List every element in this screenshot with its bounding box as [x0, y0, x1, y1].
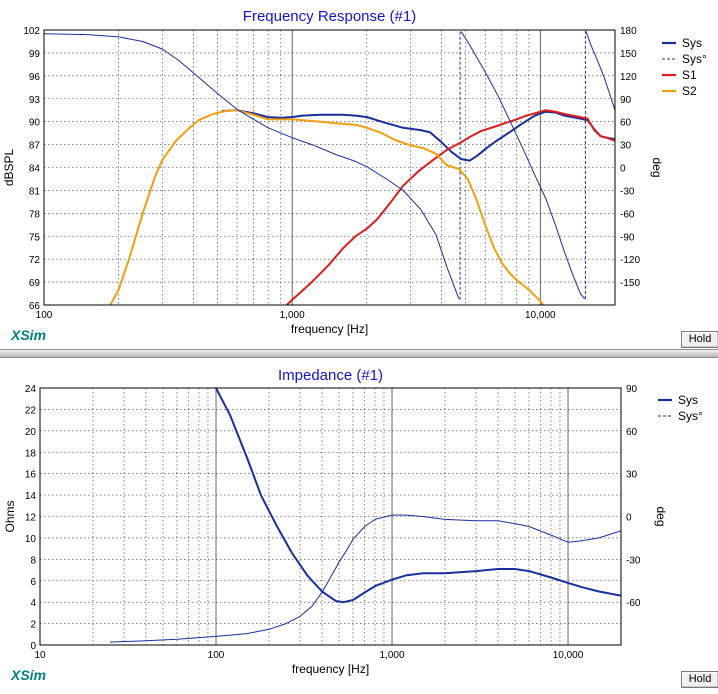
y-tick-label: 24: [25, 384, 37, 395]
y-tick-label: 14: [25, 491, 37, 502]
y-tick-label: 87: [29, 141, 41, 152]
y2-tick-label: 60: [626, 427, 638, 438]
x-axis-label: frequency [Hz]: [292, 662, 369, 676]
y-axis-label: dBSPL: [2, 148, 16, 186]
y-tick-label: 90: [29, 118, 41, 129]
y-tick-label: 4: [30, 598, 36, 609]
y-tick-label: 2: [30, 620, 36, 631]
plot-frame: [39, 387, 622, 646]
y-tick-label: 66: [29, 301, 41, 312]
series-sys-line: [221, 109, 615, 162]
series-s1-line: [285, 109, 615, 305]
y2-tick-label: 0: [626, 513, 632, 524]
legend-label: Sys: [678, 393, 698, 407]
y2-tick-label: 30: [626, 470, 638, 481]
series-phase-5-line: [460, 31, 586, 300]
xsim-logo: XSim: [11, 327, 47, 343]
impedance-chart: Impedance (#1)24222018161412108642090603…: [3, 367, 703, 676]
x-tick-label: 10,000: [553, 650, 584, 661]
legend-label: S2: [682, 84, 697, 98]
y2-tick-label: -30: [620, 186, 635, 197]
y-tick-label: 20: [25, 427, 37, 438]
y-tick-label: 72: [29, 255, 41, 266]
series-sys-line: [215, 388, 621, 604]
y-tick-label: 93: [29, 95, 41, 106]
x-tick-label: 1,000: [379, 650, 404, 661]
y-tick-label: 84: [29, 164, 41, 175]
y-tick-label: 22: [25, 405, 37, 416]
y-tick-label: 0: [30, 641, 36, 652]
series-phase-4-line: [44, 33, 460, 300]
xsim-logo: XSim: [11, 667, 47, 683]
x-axis-label: frequency [Hz]: [291, 322, 368, 336]
y-tick-label: 18: [25, 448, 37, 459]
y-axis-label: Ohms: [3, 500, 17, 532]
y-tick-label: 6: [30, 577, 36, 588]
y-tick-label: 8: [30, 555, 36, 566]
y2-tick-label: 30: [620, 141, 632, 152]
y2-tick-label: -90: [620, 232, 635, 243]
impedance-panel: Impedance (#1) 24 22 20 18 16 14 12 10 8 6 4 2 0 90 60 3…: [0, 358, 718, 689]
plot-area: [44, 30, 615, 305]
x-tick-label: 100: [208, 650, 225, 661]
y2-axis-label: deg: [654, 506, 668, 526]
y-tick-label: 78: [29, 209, 41, 220]
x-tick-label: 10: [34, 650, 46, 661]
y-tick-label: 12: [25, 513, 37, 524]
y2-axis-label: deg: [650, 157, 664, 177]
y-tick-label: 75: [29, 232, 41, 243]
frequency-response-panel: Frequency Response (#1) 102 99 96 93 90 87 84 81…: [2, 8, 718, 348]
y-tick-label: 81: [29, 186, 41, 197]
chart-title: Impedance (#1): [278, 367, 383, 384]
series-s2-line: [109, 109, 545, 305]
frequency-response-chart: Frequency Response (#1) 102 99 96 93 90 87 84 81…: [2, 8, 707, 336]
y2-tick-label: 120: [620, 72, 637, 83]
y2-tick-label: 0: [620, 164, 626, 175]
y2-tick-label: -30: [626, 555, 641, 566]
y2-tick-label: -60: [626, 598, 641, 609]
panel-splitter[interactable]: [0, 349, 718, 358]
legend-label: Sys°: [682, 52, 707, 66]
y2-tick-label: 90: [620, 95, 632, 106]
y-tick-label: 96: [29, 72, 41, 83]
hold-button[interactable]: Hold: [681, 671, 718, 688]
hold-button[interactable]: Hold: [681, 331, 718, 348]
legend-label: Sys: [682, 36, 702, 50]
y-tick-label: 102: [23, 26, 40, 37]
plot-frame: [43, 29, 616, 306]
y2-tick-label: 150: [620, 49, 637, 60]
x-tick-label: 100: [36, 310, 53, 321]
y-tick-label: 99: [29, 49, 41, 60]
series-phase-6-line: [585, 31, 615, 111]
y2-tick-label: 90: [626, 384, 638, 395]
y2-tick-label: -60: [620, 209, 635, 220]
legend-label: Sys°: [678, 409, 703, 423]
x-tick-label: 10,000: [525, 310, 556, 321]
legend-label: S1: [682, 68, 697, 82]
y-tick-label: 16: [25, 470, 37, 481]
y2-tick-label: -150: [620, 278, 640, 289]
x-tick-label: 1,000: [280, 310, 305, 321]
y-tick-label: 10: [25, 534, 37, 545]
y2-tick-label: 60: [620, 118, 632, 129]
series-sys-phase-line: [109, 514, 621, 643]
plot-area: [109, 388, 621, 643]
y2-tick-label: -120: [620, 255, 640, 266]
chart-title: Frequency Response (#1): [243, 8, 416, 25]
y2-tick-label: 180: [620, 26, 637, 37]
y-tick-label: 69: [29, 278, 41, 289]
